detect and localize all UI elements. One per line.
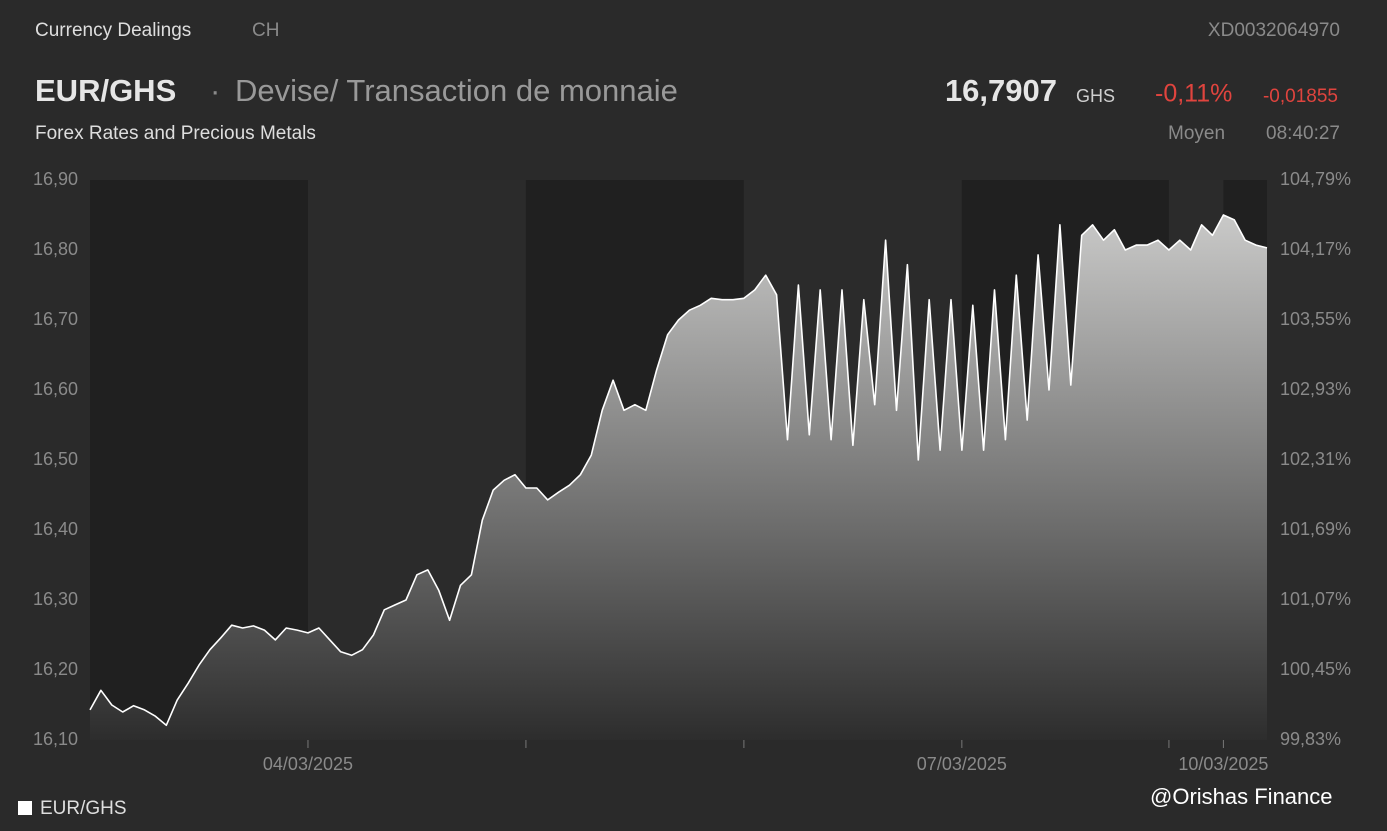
market: Forex Rates and Precious Metals: [35, 123, 316, 144]
x-tick-label: 07/03/2025: [917, 754, 1007, 774]
y2-tick-label: 101,07%: [1280, 589, 1351, 609]
y-tick-label: 16,60: [33, 379, 78, 399]
time: 08:40:27: [1266, 123, 1340, 144]
change-pct: -0,11%: [1155, 80, 1232, 108]
instrument-name: Devise/ Transaction de monnaie: [235, 73, 678, 108]
y-tick-label: 16,70: [33, 309, 78, 329]
x-tick-label: 04/03/2025: [263, 754, 353, 774]
y2-tick-label: 104,17%: [1280, 239, 1351, 259]
symbol: EUR/GHS: [35, 73, 176, 108]
change-abs: -0,01855: [1263, 86, 1338, 107]
price: 16,7907: [945, 73, 1057, 108]
y2-tick-label: 103,55%: [1280, 309, 1351, 329]
watermark: @Orishas Finance: [1150, 784, 1333, 809]
y-tick-label: 16,80: [33, 239, 78, 259]
y2-tick-label: 99,83%: [1280, 729, 1341, 749]
source: Currency Dealings: [35, 20, 191, 41]
y-tick-label: 16,10: [33, 729, 78, 749]
y-tick-label: 16,20: [33, 659, 78, 679]
currency: GHS: [1076, 86, 1115, 106]
y-tick-label: 16,40: [33, 519, 78, 539]
area: [90, 215, 1267, 740]
y2-tick-label: 102,93%: [1280, 379, 1351, 399]
y2-tick-label: 102,31%: [1280, 449, 1351, 469]
y-tick-label: 16,90: [33, 169, 78, 189]
y2-tick-label: 101,69%: [1280, 519, 1351, 539]
legend-label: EUR/GHS: [40, 798, 127, 819]
country: CH: [252, 20, 279, 41]
y2-tick-label: 100,45%: [1280, 659, 1351, 679]
y-tick-label: 16,30: [33, 589, 78, 609]
x-tick-label: 10/03/2025: [1178, 754, 1268, 774]
y-tick-label: 16,50: [33, 449, 78, 469]
separator: ·: [210, 73, 220, 108]
price-type: Moyen: [1168, 123, 1225, 144]
legend-swatch: [18, 801, 32, 815]
line: [89, 214, 1268, 727]
y2-tick-label: 104,79%: [1280, 169, 1351, 189]
isin: XD0032064970: [1208, 20, 1340, 41]
